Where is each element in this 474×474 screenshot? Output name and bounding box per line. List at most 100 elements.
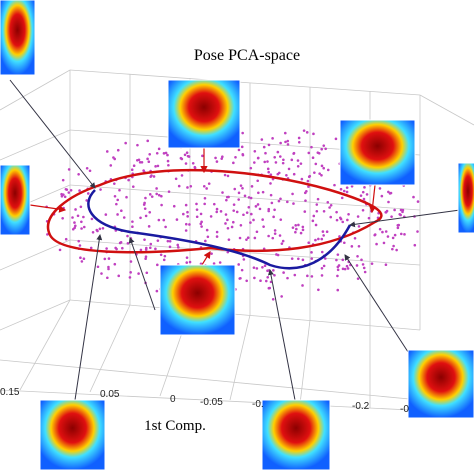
tick-label: -0.2 bbox=[352, 401, 370, 412]
scatter-cloud bbox=[45, 124, 420, 307]
dot bbox=[267, 286, 271, 290]
dot bbox=[357, 225, 361, 228]
dot bbox=[387, 200, 390, 204]
dot bbox=[101, 226, 105, 230]
dot bbox=[232, 209, 236, 212]
dot bbox=[105, 247, 108, 250]
dot bbox=[116, 148, 120, 152]
dot bbox=[77, 172, 80, 176]
dot bbox=[254, 205, 258, 208]
dot bbox=[363, 270, 367, 274]
dot bbox=[343, 267, 347, 271]
dot bbox=[255, 230, 259, 234]
dot bbox=[155, 187, 158, 190]
dot bbox=[88, 169, 92, 173]
dot bbox=[317, 152, 321, 155]
dot bbox=[267, 170, 270, 174]
dot bbox=[310, 145, 313, 149]
dot bbox=[71, 216, 74, 219]
dot bbox=[386, 235, 390, 238]
dot bbox=[263, 160, 267, 164]
dot bbox=[256, 203, 260, 206]
dot bbox=[238, 236, 242, 240]
dot bbox=[256, 156, 260, 160]
dot bbox=[130, 168, 134, 172]
dot bbox=[271, 236, 275, 240]
dot bbox=[361, 190, 365, 194]
dot bbox=[103, 257, 107, 261]
dot bbox=[312, 214, 316, 218]
dot bbox=[326, 200, 330, 204]
dot bbox=[283, 131, 287, 135]
dot bbox=[82, 225, 86, 229]
dot bbox=[233, 187, 237, 191]
dot bbox=[137, 158, 141, 162]
dot bbox=[148, 246, 152, 250]
dot bbox=[315, 209, 319, 213]
dot bbox=[156, 239, 160, 242]
dot bbox=[227, 195, 230, 199]
dot bbox=[121, 246, 124, 250]
dot bbox=[148, 152, 152, 156]
dot bbox=[107, 257, 111, 260]
dot bbox=[212, 262, 216, 265]
dot bbox=[201, 154, 204, 158]
dot bbox=[335, 258, 338, 262]
dot bbox=[380, 194, 384, 198]
dot bbox=[240, 268, 244, 272]
dot bbox=[227, 238, 231, 241]
dot bbox=[226, 218, 229, 222]
dot bbox=[144, 214, 148, 218]
dot bbox=[200, 225, 203, 228]
dot bbox=[131, 220, 134, 223]
dot bbox=[182, 212, 185, 216]
dot bbox=[150, 195, 154, 198]
dot bbox=[258, 207, 262, 211]
dot bbox=[180, 157, 184, 161]
dot bbox=[325, 230, 329, 234]
dot bbox=[232, 203, 236, 206]
dot bbox=[299, 231, 303, 235]
dot bbox=[269, 173, 273, 176]
dot bbox=[157, 193, 161, 197]
dot bbox=[107, 265, 110, 269]
dot bbox=[317, 288, 320, 292]
dot bbox=[241, 131, 244, 135]
dot bbox=[280, 242, 284, 245]
dot bbox=[202, 184, 206, 188]
dot bbox=[362, 266, 366, 270]
dot bbox=[89, 246, 93, 250]
dot bbox=[399, 208, 403, 212]
dot bbox=[350, 245, 354, 248]
dot bbox=[272, 215, 275, 219]
dot bbox=[205, 228, 209, 232]
dot bbox=[237, 263, 240, 266]
dot bbox=[334, 137, 338, 141]
dot bbox=[199, 222, 203, 226]
dot bbox=[262, 145, 266, 149]
dot bbox=[124, 141, 127, 145]
dot bbox=[336, 274, 339, 278]
dot bbox=[175, 218, 179, 221]
dot bbox=[215, 160, 219, 163]
dot bbox=[245, 279, 248, 283]
axis-label: 1st Comp. bbox=[144, 418, 206, 434]
dot bbox=[154, 165, 157, 168]
dot bbox=[172, 204, 176, 208]
dot bbox=[117, 274, 121, 278]
dot bbox=[367, 216, 371, 220]
dot bbox=[131, 225, 134, 229]
dot bbox=[320, 173, 323, 177]
dot bbox=[282, 271, 285, 274]
dot bbox=[128, 276, 132, 279]
dot bbox=[138, 160, 142, 164]
dot bbox=[240, 145, 244, 149]
dot bbox=[302, 129, 306, 132]
dot bbox=[162, 218, 166, 222]
dot bbox=[185, 256, 189, 259]
dot bbox=[183, 153, 187, 157]
dot bbox=[113, 194, 117, 198]
dot bbox=[237, 191, 241, 195]
dot bbox=[279, 197, 282, 201]
